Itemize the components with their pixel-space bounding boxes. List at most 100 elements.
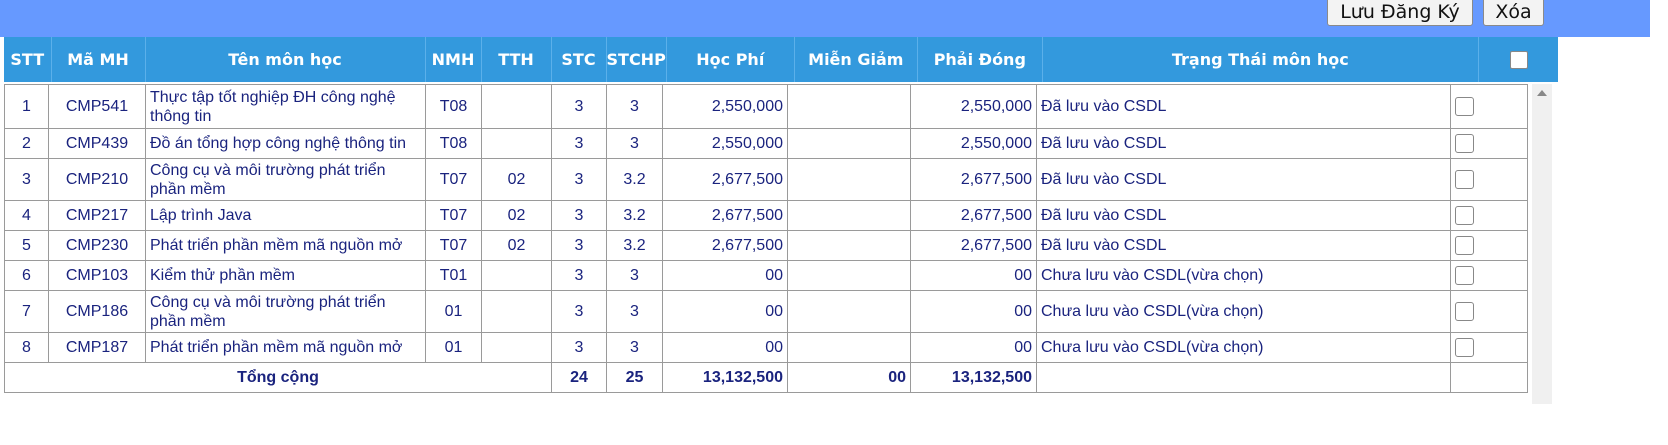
cell-fee: 2,550,000 <box>662 84 788 129</box>
scroll-up-arrow-icon[interactable] <box>1537 90 1547 96</box>
cell-course-name: Phát triển phần mềm mã nguồn mở <box>145 230 426 261</box>
cell-payable: 2,677,500 <box>910 158 1037 201</box>
cell-nmh: T08 <box>425 84 482 129</box>
cell-nmh: T08 <box>425 128 482 159</box>
cell-course-name: Đồ án tổng hợp công nghệ thông tin <box>145 128 426 159</box>
cell-fee: 00 <box>662 290 788 333</box>
cell-select <box>1450 128 1528 159</box>
header-payable: Phải Đóng <box>917 37 1043 82</box>
cell-fee: 2,550,000 <box>662 128 788 159</box>
cell-status: Đã lưu vào CSDL <box>1036 128 1451 159</box>
cell-stchp: 3 <box>606 128 663 159</box>
cell-payable: 2,677,500 <box>910 230 1037 261</box>
cell-stchp: 3.2 <box>606 230 663 261</box>
cell-course-name: Công cụ và môi trường phát triển phần mề… <box>145 290 426 333</box>
total-row: Tổng cộng 24 25 13,132,500 00 13,132,500 <box>4 362 1528 393</box>
cell-course-code: CMP439 <box>48 128 146 159</box>
cell-status: Đã lưu vào CSDL <box>1036 84 1451 129</box>
cell-payable: 00 <box>910 290 1037 333</box>
cell-stc: 3 <box>551 260 607 291</box>
header-stchp: STCHP <box>606 37 667 82</box>
cell-status: Đã lưu vào CSDL <box>1036 200 1451 231</box>
cell-stc: 3 <box>551 158 607 201</box>
cell-stchp: 3 <box>606 332 663 363</box>
cell-tth: 02 <box>481 200 552 231</box>
cell-stt: 6 <box>4 260 49 291</box>
save-registration-button[interactable]: Lưu Đăng Ký <box>1327 0 1473 26</box>
page-edge <box>1650 0 1668 445</box>
cell-course-code: CMP217 <box>48 200 146 231</box>
cell-fee: 00 <box>662 260 788 291</box>
delete-button[interactable]: Xóa <box>1483 0 1544 26</box>
table-row: 1 CMP541 Thực tập tốt nghiệp ĐH công nghệ … <box>4 84 1528 129</box>
table-row: 8 CMP187 Phát triển phần mềm mã nguồn mở 01… <box>4 332 1528 363</box>
cell-status: Chưa lưu vào CSDL(vừa chọn) <box>1036 290 1451 333</box>
row-select-checkbox[interactable] <box>1455 134 1474 153</box>
cell-stt: 8 <box>4 332 49 363</box>
cell-stc: 3 <box>551 84 607 129</box>
cell-stchp: 3.2 <box>606 200 663 231</box>
cell-fee: 2,677,500 <box>662 230 788 261</box>
cell-nmh: T07 <box>425 158 482 201</box>
table-row: 6 CMP103 Kiểm thử phần mềm T01 3 3 00 00 Chưa lư… <box>4 260 1528 291</box>
cell-course-code: CMP541 <box>48 84 146 129</box>
cell-status: Đã lưu vào CSDL <box>1036 158 1451 201</box>
cell-course-name: Công cụ và môi trường phát triển phần mề… <box>145 158 426 201</box>
cell-stt: 3 <box>4 158 49 201</box>
header-tth: TTH <box>481 37 552 82</box>
cell-course-name: Phát triển phần mềm mã nguồn mở <box>145 332 426 363</box>
cell-discount <box>787 332 911 363</box>
total-fee: 13,132,500 <box>662 362 788 393</box>
cell-course-name: Thực tập tốt nghiệp ĐH công nghệ thông t… <box>145 84 426 129</box>
cell-payable: 2,550,000 <box>910 128 1037 159</box>
row-select-checkbox[interactable] <box>1455 236 1474 255</box>
cell-tth: 02 <box>481 158 552 201</box>
cell-fee: 2,677,500 <box>662 200 788 231</box>
row-select-checkbox[interactable] <box>1455 266 1474 285</box>
cell-status: Chưa lưu vào CSDL(vừa chọn) <box>1036 260 1451 291</box>
table-row: 2 CMP439 Đồ án tổng hợp công nghệ thông ti… <box>4 128 1528 159</box>
row-select-checkbox[interactable] <box>1455 170 1474 189</box>
row-select-checkbox[interactable] <box>1455 338 1474 357</box>
table-row: 7 CMP186 Công cụ và môi trường phát triển … <box>4 290 1528 333</box>
cell-stc: 3 <box>551 230 607 261</box>
header-course-name: Tên môn học <box>145 37 426 82</box>
cell-payable: 2,550,000 <box>910 84 1037 129</box>
cell-stc: 3 <box>551 290 607 333</box>
total-discount: 00 <box>787 362 911 393</box>
vertical-scrollbar[interactable] <box>1532 84 1552 404</box>
cell-select <box>1450 290 1528 333</box>
course-table: 1 CMP541 Thực tập tốt nghiệp ĐH công nghệ … <box>4 84 1528 393</box>
header-stc: STC <box>551 37 607 82</box>
cell-payable: 00 <box>910 260 1037 291</box>
row-select-checkbox[interactable] <box>1455 206 1474 225</box>
cell-stchp: 3 <box>606 260 663 291</box>
row-select-checkbox[interactable] <box>1455 302 1474 321</box>
table-row: 3 CMP210 Công cụ và môi trường phát triển … <box>4 158 1528 201</box>
cell-payable: 00 <box>910 332 1037 363</box>
toolbar: Lưu Đăng Ký Xóa <box>0 0 1650 37</box>
header-fee: Học Phí <box>666 37 795 82</box>
cell-stc: 3 <box>551 332 607 363</box>
cell-discount <box>787 260 911 291</box>
total-select-empty <box>1450 362 1528 393</box>
cell-nmh: T01 <box>425 260 482 291</box>
total-status-empty <box>1036 362 1451 393</box>
header-nmh: NMH <box>425 37 482 82</box>
cell-discount <box>787 200 911 231</box>
cell-course-name: Kiểm thử phần mềm <box>145 260 426 291</box>
cell-nmh: T07 <box>425 230 482 261</box>
cell-course-code: CMP186 <box>48 290 146 333</box>
cell-select <box>1450 332 1528 363</box>
cell-status: Đã lưu vào CSDL <box>1036 230 1451 261</box>
cell-tth: 02 <box>481 230 552 261</box>
row-select-checkbox[interactable] <box>1455 97 1474 116</box>
cell-stt: 1 <box>4 84 49 129</box>
total-stc: 24 <box>551 362 607 393</box>
cell-stchp: 3 <box>606 290 663 333</box>
total-payable: 13,132,500 <box>910 362 1037 393</box>
cell-stchp: 3 <box>606 84 663 129</box>
cell-stt: 4 <box>4 200 49 231</box>
header-course-code: Mã MH <box>51 37 146 82</box>
select-all-checkbox[interactable] <box>1509 51 1528 70</box>
